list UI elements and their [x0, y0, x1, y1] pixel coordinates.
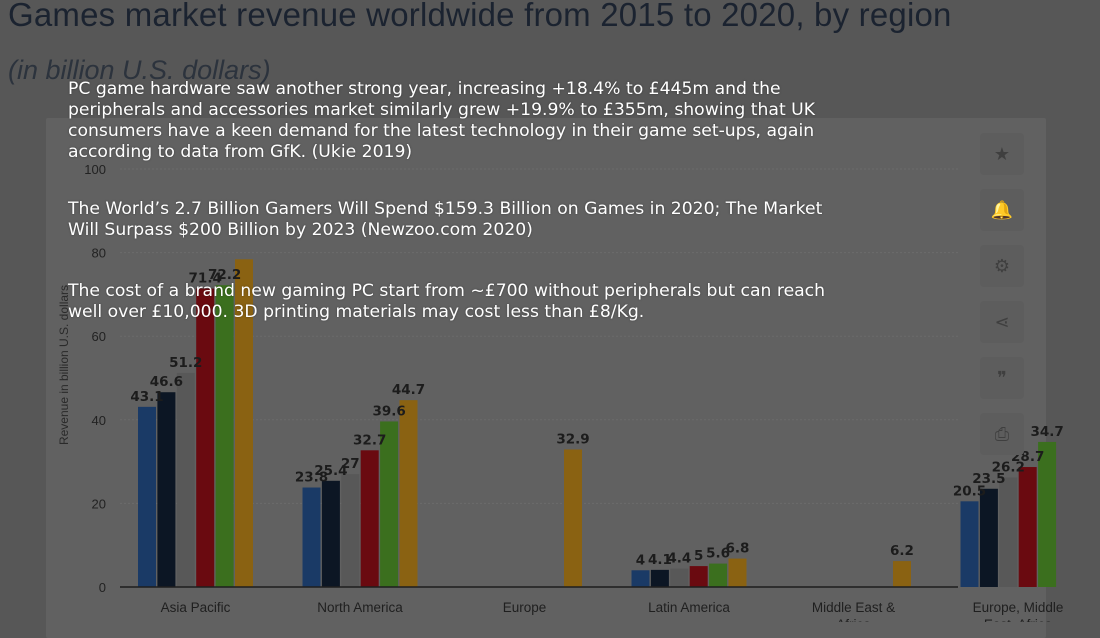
y-axis-label: Revenue in billion U.S. dollars [57, 285, 71, 445]
bar [176, 372, 195, 587]
data-label: 27 [341, 456, 360, 472]
print-button[interactable]: ⎙ [980, 413, 1024, 455]
quote-icon: ❞ [997, 367, 1007, 389]
bar [1018, 467, 1037, 587]
x-tick-label: Middle East & [812, 600, 895, 615]
data-label: 39.6 [372, 403, 405, 419]
text-overlay: PC game hardware saw another strong year… [68, 79, 858, 323]
bell-icon: 🔔 [990, 199, 1014, 221]
y-tick-label: 100 [84, 162, 106, 177]
x-tick-label: Africa [836, 617, 871, 622]
data-label: 44.7 [392, 382, 425, 398]
data-label: 4 [636, 552, 645, 568]
y-tick-label: 40 [92, 413, 106, 428]
bar [979, 488, 998, 587]
chart-title: Games market revenue worldwide from 2015… [8, 0, 952, 33]
x-axis-ticks: Asia Pacific North America Europe Latin Ame… [161, 600, 1064, 622]
bar [689, 566, 708, 587]
data-label: 4.1 [648, 552, 672, 568]
data-label: 46.6 [150, 374, 183, 390]
share-button[interactable]: ⋖ [980, 301, 1024, 343]
data-label: 26.2 [992, 459, 1025, 475]
chart-toolbar: ★ 🔔 ⚙ ⋖ ❞ ⎙ [980, 133, 1026, 469]
x-tick-label: Asia Pacific [161, 600, 231, 615]
gear-icon: ⚙ [993, 255, 1011, 277]
bars [138, 259, 1057, 587]
bar [564, 449, 582, 587]
favorite-button[interactable]: ★ [980, 133, 1024, 175]
y-tick-label: 60 [92, 329, 106, 344]
y-tick-label: 80 [92, 246, 106, 261]
bar [709, 563, 728, 587]
bar [960, 501, 979, 587]
bar [631, 570, 650, 587]
data-label: 32.9 [556, 431, 589, 447]
bar [999, 477, 1018, 587]
x-tick-label: Europe, Middle [973, 600, 1064, 615]
bar [380, 421, 399, 587]
data-label: 71.4 [189, 271, 222, 287]
bar [728, 558, 747, 587]
bar [341, 474, 360, 587]
print-icon: ⎙ [994, 423, 1010, 445]
data-label: 34.7 [1030, 424, 1063, 440]
overlay-paragraph-1: PC game hardware saw another strong year… [68, 79, 816, 162]
data-label: 5.6 [706, 546, 730, 562]
data-label: 43.1 [130, 389, 163, 405]
bar [399, 400, 418, 587]
data-label: 23.8 [295, 470, 328, 486]
cite-button[interactable]: ❞ [980, 357, 1024, 399]
x-tick-label: North America [317, 600, 403, 615]
data-label: 72.2 [208, 267, 241, 283]
data-labels: 43.1 23.8 4 20.5 46.6 25.4 4.1 23.5 51.2 27 4.4 26.… [130, 267, 1063, 568]
bar [196, 288, 215, 587]
x-tick-label: East, Africa [984, 617, 1053, 622]
bar [670, 568, 689, 587]
data-label: 51.2 [169, 355, 202, 371]
data-label: 5 [694, 548, 703, 564]
bar [157, 392, 176, 587]
bar [321, 480, 340, 587]
data-label: 20.5 [953, 483, 986, 499]
overlay-paragraph-2: The World’s 2.7 Billion Gamers Will Spen… [68, 199, 823, 240]
y-tick-label: 0 [99, 580, 106, 595]
data-label: 4.4 [667, 551, 691, 567]
bar [650, 569, 669, 587]
bar-chart: 0 20 40 60 80 100 Revenue in billion U.S. dol… [57, 162, 1064, 622]
y-tick-label: 20 [92, 496, 106, 511]
notification-button[interactable]: 🔔 [980, 189, 1024, 231]
x-tick-label: Latin America [648, 600, 730, 615]
star-icon: ★ [993, 143, 1011, 165]
y-axis-ticks: 0 20 40 60 80 100 [84, 162, 106, 595]
settings-button[interactable]: ⚙ [980, 245, 1024, 287]
bar [302, 487, 321, 587]
data-label: 23.5 [972, 471, 1005, 487]
chart-subtitle: (in billion U.S. dollars) [8, 55, 271, 85]
share-icon: ⋖ [994, 311, 1010, 333]
x-tick-label: Europe [503, 600, 547, 615]
data-label: 25.4 [314, 463, 347, 479]
bar [138, 406, 156, 587]
bar [1038, 441, 1057, 587]
data-label: 6.8 [726, 541, 750, 557]
bar [893, 561, 911, 587]
overlay-paragraph-3: The cost of a brand new gaming PC start … [68, 281, 826, 322]
bar [360, 450, 379, 587]
bar [235, 259, 253, 587]
data-label: 32.7 [353, 432, 386, 448]
data-label: 6.2 [890, 543, 914, 559]
bar [215, 285, 234, 587]
